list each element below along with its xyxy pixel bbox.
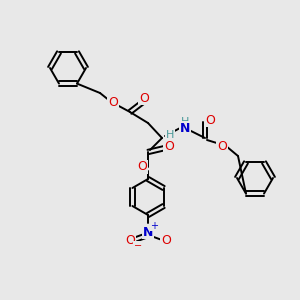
Text: O: O bbox=[164, 140, 174, 152]
Text: O: O bbox=[205, 113, 215, 127]
Text: N: N bbox=[143, 226, 153, 238]
Text: O: O bbox=[217, 140, 227, 152]
Text: −: − bbox=[134, 241, 142, 251]
Text: O: O bbox=[139, 92, 149, 104]
Text: O: O bbox=[137, 160, 147, 173]
Text: O: O bbox=[161, 235, 171, 248]
Text: H: H bbox=[166, 130, 174, 140]
Text: O: O bbox=[108, 97, 118, 110]
Text: N: N bbox=[180, 122, 190, 134]
Text: O: O bbox=[125, 235, 135, 248]
Text: +: + bbox=[150, 221, 158, 231]
Text: H: H bbox=[181, 117, 189, 127]
